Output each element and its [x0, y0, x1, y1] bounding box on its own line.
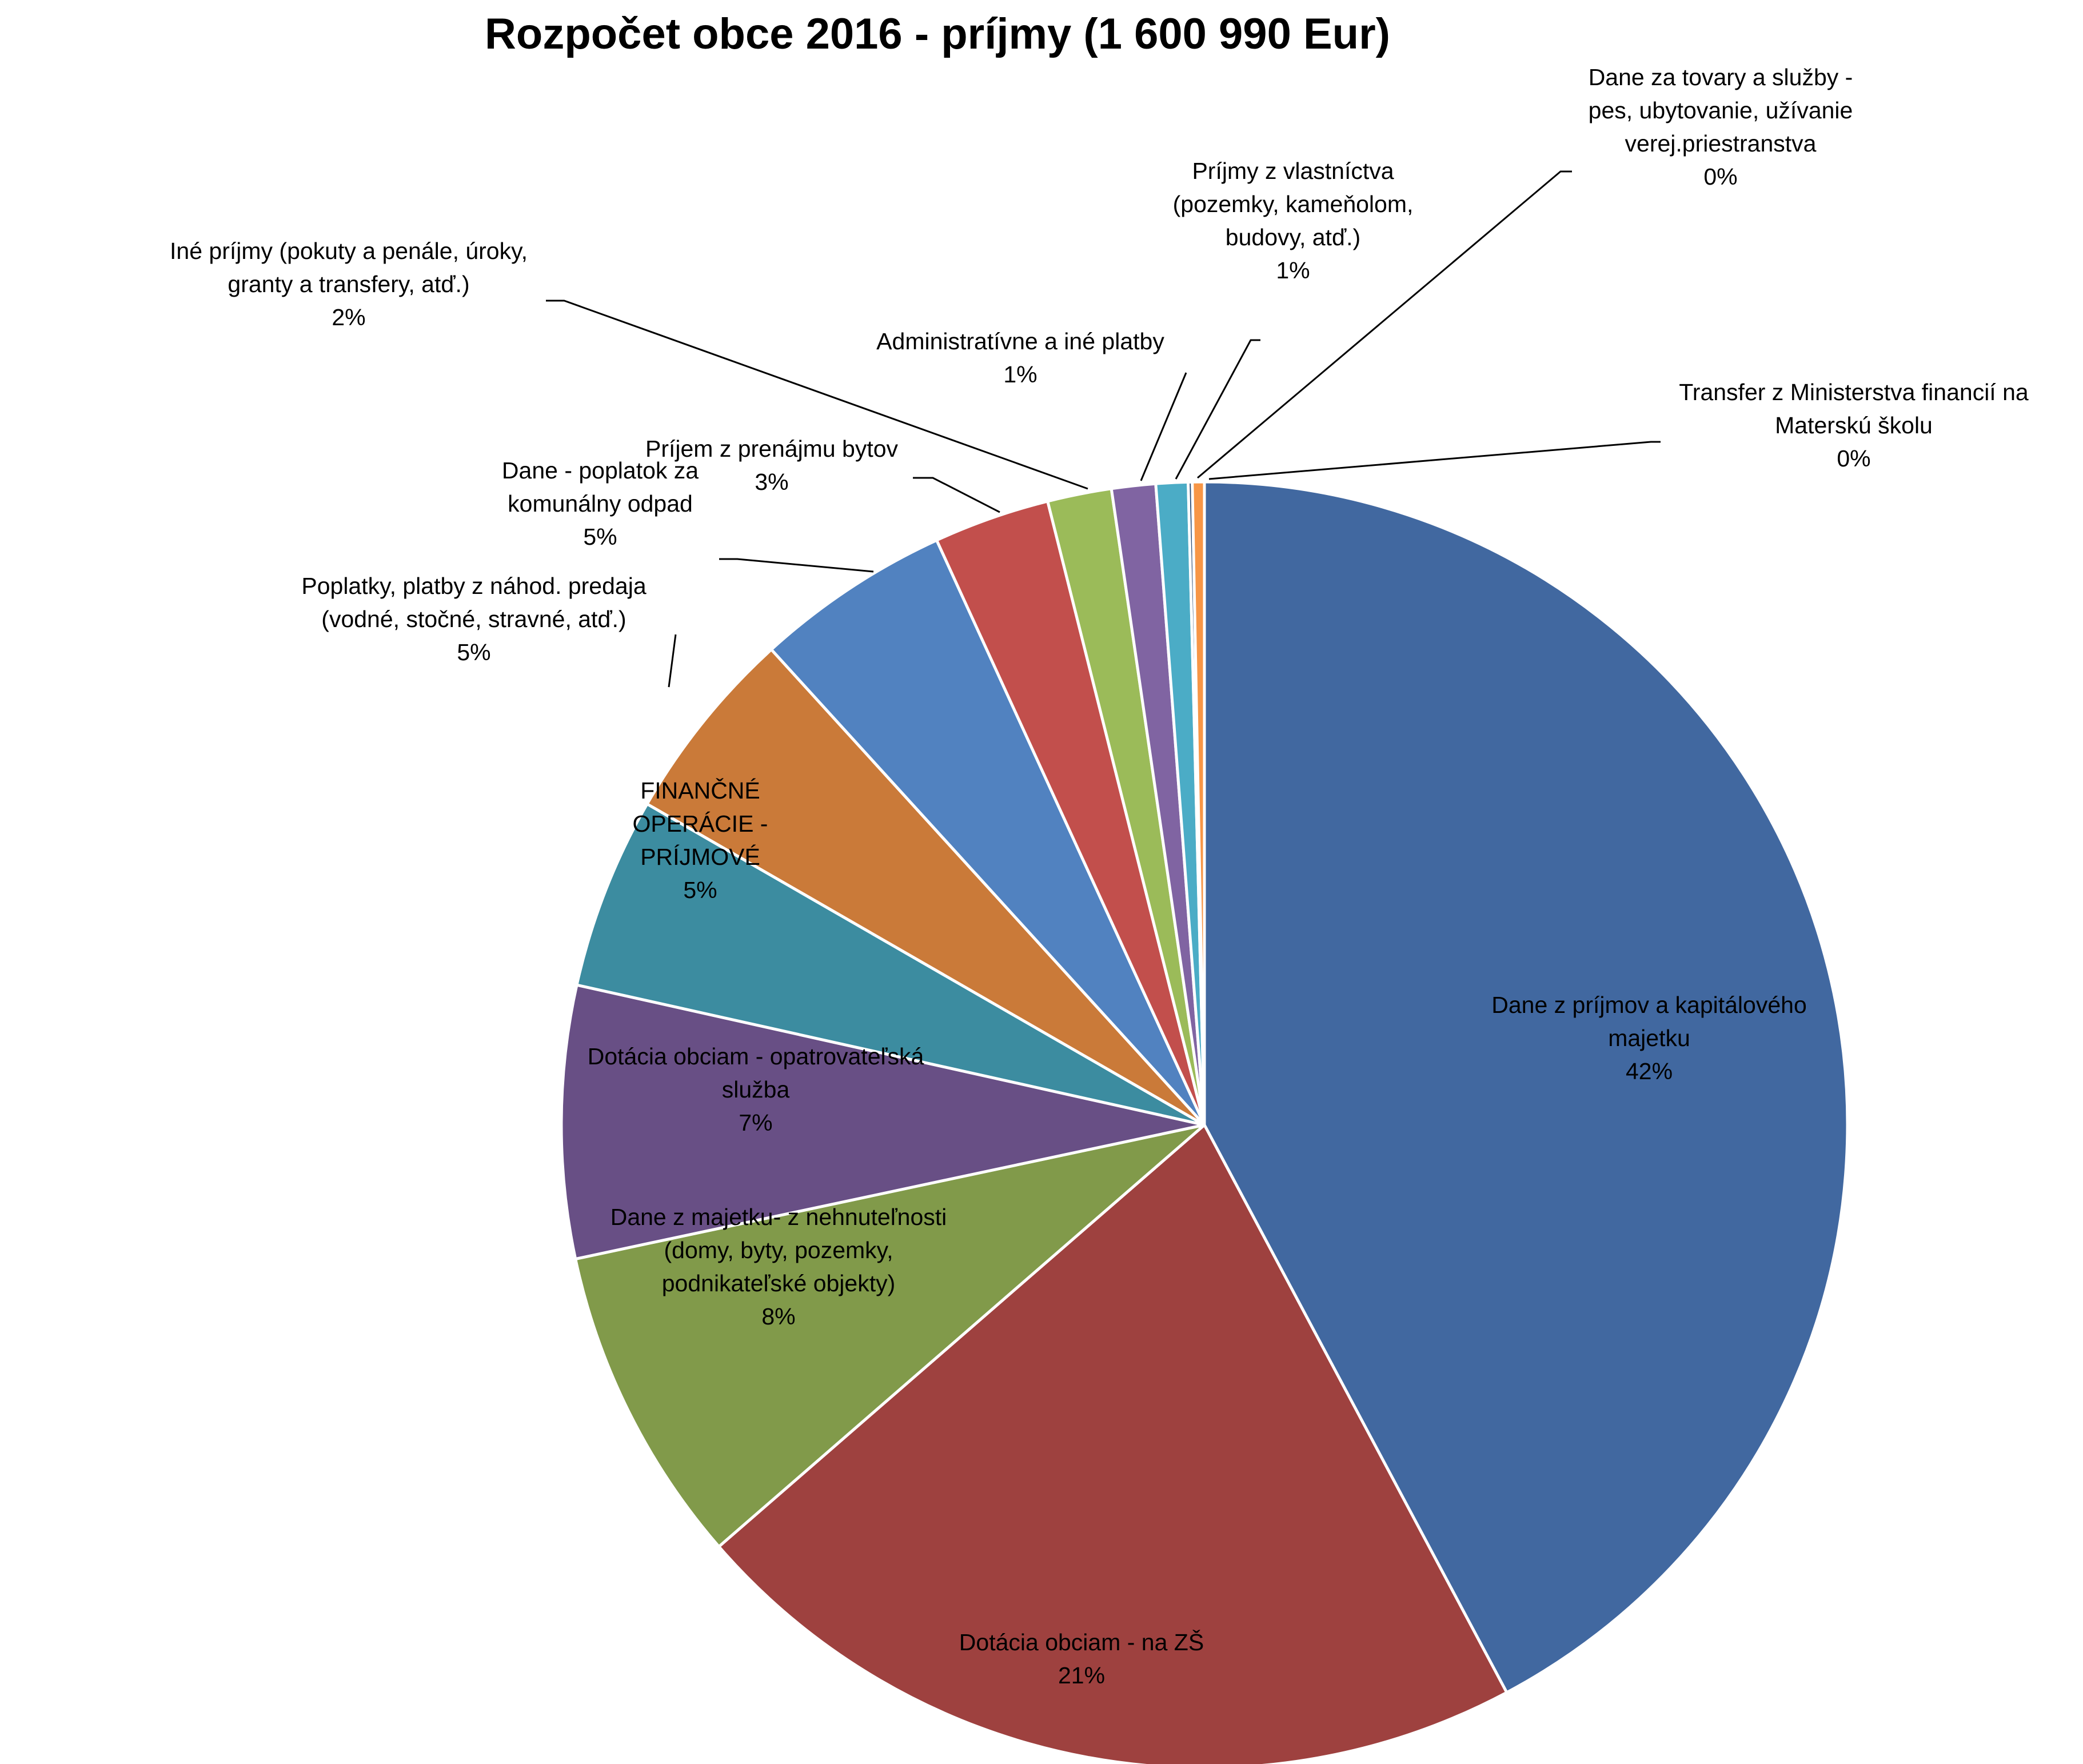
data-label-line: PRÍJMOVÉ	[640, 844, 760, 870]
data-label-line: majetku	[1608, 1025, 1690, 1051]
data-label: Dotácia obciam - na ZŠ 21%	[959, 1629, 1204, 1689]
data-label-line: verej.priestranstva	[1625, 130, 1817, 157]
data-label-line: Administratívne a iné platby	[876, 328, 1164, 354]
data-label-line: Dane - poplatok za	[502, 457, 699, 484]
data-label-line: 5%	[683, 877, 717, 903]
leader-line	[1175, 339, 1260, 480]
data-label-line: Dane z príjmov a kapitálového	[1491, 992, 1807, 1018]
data-label-line: podnikateľské objekty)	[662, 1270, 896, 1296]
data-label-line: granty a transfery, atď.)	[228, 271, 469, 297]
data-label: Príjem z prenájmu bytov 3%	[645, 436, 899, 495]
data-label: Dane z príjmov a kapitálového majetku 42%	[1491, 992, 1807, 1084]
data-label: Administratívne a iné platby 1%	[876, 328, 1164, 388]
data-label-line: služba	[722, 1076, 790, 1103]
data-label: Transfer z Ministerstva financií na Mater…	[1679, 379, 2029, 472]
leader-line	[1197, 170, 1572, 479]
leader-line	[719, 558, 874, 573]
leader-line	[546, 300, 1088, 490]
leader-line	[668, 634, 677, 688]
data-label-line: 21%	[1058, 1662, 1105, 1689]
data-label-line: Poplatky, platby z náhod. predaja	[301, 573, 646, 599]
data-label-line: 1%	[1003, 361, 1037, 388]
pie-slice	[769, 538, 1206, 1126]
data-label: Príjmy z vlastníctva (pozemky, kameňolom,…	[1173, 158, 1414, 284]
data-label: Dane za tovary a služby - pes, ubytovanie…	[1589, 64, 1853, 190]
data-label-line: 0%	[1837, 445, 1870, 472]
leader-line	[1208, 441, 1661, 480]
data-label-line: 7%	[739, 1110, 772, 1136]
data-label-line: 8%	[761, 1303, 795, 1330]
data-label-line: Dotácia obciam - na ZŠ	[959, 1629, 1204, 1655]
data-label-line: FINANČNÉ	[640, 777, 760, 804]
data-label-line: 5%	[457, 639, 490, 665]
pie-slice	[575, 802, 1206, 1127]
pie-slice	[573, 1123, 1206, 1549]
data-label-line: Príjmy z vlastníctva	[1192, 158, 1394, 184]
pie-slices	[560, 480, 1849, 1764]
data-label: Dane - poplatok za komunálny odpad 5%	[502, 457, 699, 550]
data-label-line: Dane z majetku- z nehnuteľnosti	[610, 1204, 947, 1230]
data-label: Dotácia obciam - opatrovateľská služba 7%	[588, 1043, 924, 1136]
data-label-line: Materskú školu	[1775, 412, 1933, 438]
data-label-line: 3%	[755, 469, 788, 495]
data-label-line: Dane za tovary a služby -	[1589, 64, 1853, 90]
data-label-line: Transfer z Ministerstva financií na	[1679, 379, 2029, 405]
pie-slice	[560, 983, 1205, 1261]
data-label-line: (vodné, stočné, stravné, atď.)	[321, 606, 626, 632]
pie-slice	[717, 1123, 1509, 1764]
data-label: Poplatky, platby z náhod. predaja (vodné,…	[301, 573, 646, 665]
data-label-line: 42%	[1626, 1058, 1673, 1084]
data-label: Iné príjmy (pokuty a penále, úroky, grant…	[170, 238, 528, 330]
chart-title: Rozpočet obce 2016 - príjmy (1 600 990 E…	[485, 10, 1390, 58]
data-label-line: Príjem z prenájmu bytov	[645, 436, 899, 462]
data-label-line: budovy, atď.)	[1226, 224, 1360, 250]
leader-line	[1140, 372, 1187, 481]
data-label-line: 1%	[1276, 257, 1310, 284]
pie-slice	[1191, 480, 1206, 1126]
pie-slice	[645, 647, 1206, 1127]
data-label: Dane z majetku- z nehnuteľnosti (domy, by…	[610, 1204, 947, 1330]
data-label-line: komunálny odpad	[508, 490, 693, 517]
data-label-line: 0%	[1703, 163, 1737, 190]
data-label-line: Dotácia obciam - opatrovateľská	[588, 1043, 924, 1069]
data-label-line: Iné príjmy (pokuty a penále, úroky,	[170, 238, 528, 264]
data-labels: Dane z príjmov a kapitálového majetku 42%D…	[170, 64, 2029, 1689]
data-label: FINANČNÉ OPERÁCIE - PRÍJMOVÉ 5%	[633, 777, 768, 903]
leader-line	[913, 477, 1000, 513]
data-label-line: pes, ubytovanie, užívanie	[1589, 97, 1853, 123]
data-label-line: OPERÁCIE -	[633, 811, 768, 837]
data-label-line: (domy, byty, pozemky,	[664, 1237, 893, 1263]
leader-lines	[546, 170, 1661, 688]
pie-slice	[1203, 480, 1849, 1695]
data-label-line: 2%	[332, 304, 365, 330]
data-label-line: (pozemky, kameňolom,	[1173, 191, 1414, 217]
data-label-line: 5%	[583, 524, 617, 550]
